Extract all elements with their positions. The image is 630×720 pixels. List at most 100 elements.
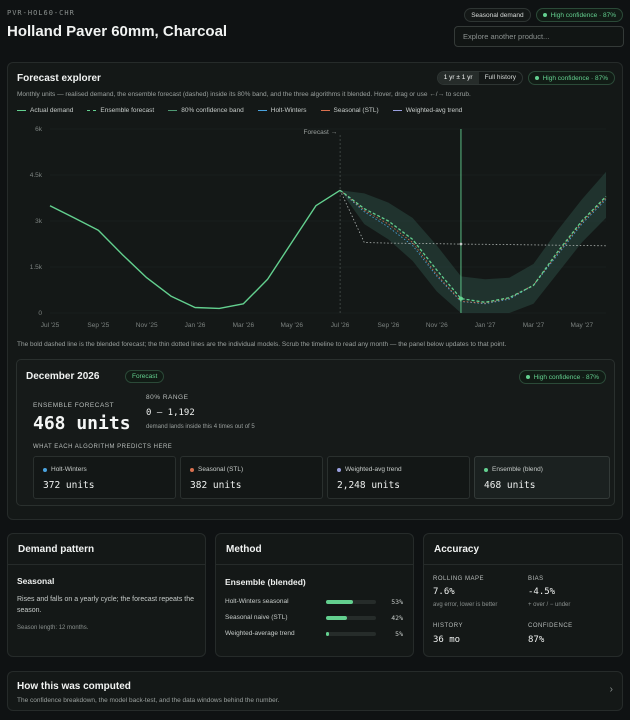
how-computed-row[interactable]: How this was computed The confidence bre… xyxy=(7,671,623,711)
product-sku: PVR-HOL60-CHR xyxy=(7,9,75,17)
algo-name: Weighted-avg trend xyxy=(345,466,402,473)
demand-pattern-title: Demand pattern xyxy=(18,544,95,555)
series-dot-icon xyxy=(190,467,194,472)
x-tick-label: Jan '27 xyxy=(475,322,496,329)
selected-point-marker xyxy=(458,296,463,301)
algo-name: Ensemble (blend) xyxy=(492,466,543,473)
month-confidence-badge: High confidence · 87% xyxy=(518,370,606,384)
mape-value: 7.6% xyxy=(433,587,455,597)
series-dot-icon xyxy=(484,467,488,472)
weight-name: Weighted-average trend xyxy=(225,630,295,637)
month-title: December 2026 xyxy=(26,371,100,382)
algo-value: 382 units xyxy=(190,480,242,491)
range-label: 80% range xyxy=(146,394,189,401)
accuracy-card: Accuracy Rolling MAPE 7.6% avg error, lo… xyxy=(423,533,623,657)
bias-label: Bias xyxy=(528,576,544,582)
chevron-right-icon: › xyxy=(609,684,613,695)
series-line-holt-winters xyxy=(339,190,607,305)
explorer-confidence-label: High confidence · 87% xyxy=(542,74,608,82)
range-toggle: 1 yr ± 1 yr Full history xyxy=(436,71,523,85)
legend-label: Weighted-avg trend xyxy=(405,107,463,114)
mape-note: avg error, lower is better xyxy=(433,602,498,608)
bias-note: + over / − under xyxy=(528,602,571,608)
legend-swatch-icon xyxy=(320,110,330,111)
range-note: demand lands inside this 4 times out of … xyxy=(146,424,255,430)
mape-label: Rolling MAPE xyxy=(433,576,485,582)
chart-legend: Actual demand Ensemble forecast 80% confid… xyxy=(17,107,462,114)
pattern-heading: Seasonal xyxy=(17,576,55,586)
x-tick-label: Jan '26 xyxy=(185,322,206,329)
product-search-input[interactable] xyxy=(454,26,624,47)
algorithms-label: What each algorithm predicts here xyxy=(33,444,173,450)
x-tick-label: Nov '26 xyxy=(426,322,448,329)
legend-swatch-icon xyxy=(168,110,178,111)
y-tick-label: 3k xyxy=(35,218,43,225)
algo-card-ensemble: Ensemble (blend) 468 units xyxy=(474,456,610,499)
season-length-note: Season length: 12 months. xyxy=(17,625,89,631)
x-tick-label: Nov '25 xyxy=(136,322,158,329)
legend-item[interactable]: Ensemble forecast xyxy=(87,107,154,114)
legend-item[interactable]: Seasonal (STL) xyxy=(320,107,379,114)
status-dot-icon xyxy=(542,13,547,17)
ensemble-forecast-label: Ensemble forecast xyxy=(33,402,115,409)
weight-pct: 5% xyxy=(395,630,403,638)
weight-name: Seasonal naive (STL) xyxy=(225,614,288,621)
x-tick-label: Sep '25 xyxy=(87,322,109,329)
page-title: Holland Paver 60mm, Charcoal xyxy=(7,23,228,40)
algo-value: 468 units xyxy=(484,480,536,491)
explorer-confidence-badge: High confidence · 87% xyxy=(527,71,615,85)
method-card: Method Ensemble (blended) Holt-Winters s… xyxy=(215,533,414,657)
algo-card-holt-winters: Holt-Winters 372 units xyxy=(33,456,176,499)
legend-label: Actual demand xyxy=(30,107,74,114)
method-heading: Ensemble (blended) xyxy=(225,577,306,587)
legend-swatch-icon xyxy=(392,110,402,111)
y-tick-label: 4.5k xyxy=(30,172,43,179)
history-label: History xyxy=(433,623,463,629)
x-tick-label: Jul '25 xyxy=(41,322,60,329)
how-computed-text: The confidence breakdown, the model back… xyxy=(17,697,280,704)
how-computed-title: How this was computed xyxy=(17,681,131,692)
range-option-1yr[interactable]: 1 yr ± 1 yr xyxy=(437,72,479,84)
weight-pct: 53% xyxy=(391,598,403,606)
weight-pct: 42% xyxy=(391,614,403,622)
demand-pattern-card: Demand pattern Seasonal Rises and falls … xyxy=(7,533,206,657)
weight-bar xyxy=(326,600,376,604)
algo-value: 2,248 units xyxy=(337,480,400,491)
history-value: 36 mo xyxy=(433,635,461,645)
range-option-full[interactable]: Full history xyxy=(484,74,516,81)
chart-caption: The bold dashed line is the blended fore… xyxy=(17,341,507,348)
algo-name: Seasonal (STL) xyxy=(198,466,244,473)
forecast-explorer-card: Forecast explorer Monthly units — realis… xyxy=(7,62,623,520)
series-dot-icon xyxy=(43,467,47,472)
status-dot-icon xyxy=(534,76,539,80)
x-tick-label: May '27 xyxy=(571,322,594,329)
algo-value: 372 units xyxy=(43,480,95,491)
x-tick-label: Jul '26 xyxy=(331,322,350,329)
demand-pattern-badge: Seasonal demand xyxy=(464,8,531,22)
explorer-title: Forecast explorer xyxy=(17,73,101,84)
x-tick-label: Mar '26 xyxy=(233,322,255,329)
selected-point-marker xyxy=(459,242,463,246)
legend-item[interactable]: Holt-Winters xyxy=(257,107,307,114)
legend-swatch-icon xyxy=(257,110,267,111)
legend-swatch-icon xyxy=(87,110,97,111)
legend-item[interactable]: 80% confidence band xyxy=(168,107,244,114)
series-line-actual-demand xyxy=(49,189,341,310)
legend-label: Ensemble forecast xyxy=(100,107,155,114)
algo-card-seasonal: Seasonal (STL) 382 units xyxy=(180,456,323,499)
series-dot-icon xyxy=(337,467,341,472)
legend-item[interactable]: Weighted-avg trend xyxy=(392,107,463,114)
weight-bar-fill xyxy=(326,600,353,604)
algo-card-weighted-avg: Weighted-avg trend 2,248 units xyxy=(327,456,470,499)
x-tick-label: Sep '26 xyxy=(378,322,400,329)
confidence-label: Confidence xyxy=(528,623,573,629)
header-badges: Seasonal demand High confidence · 87% xyxy=(464,8,623,22)
accuracy-title: Accuracy xyxy=(434,544,480,555)
legend-item[interactable]: Actual demand xyxy=(17,107,73,114)
bias-value: -4.5% xyxy=(528,587,556,597)
series-line-weighted-avg-trend xyxy=(339,190,607,247)
legend-label: 80% confidence band xyxy=(181,107,244,114)
legend-label: Seasonal (STL) xyxy=(333,107,379,114)
forecast-chart[interactable]: 0 1.5k 3k 4.5k 6k Jul '25 Sep '25 Nov '25 Jan '2… xyxy=(8,121,622,341)
algo-name: Holt-Winters xyxy=(51,466,87,473)
